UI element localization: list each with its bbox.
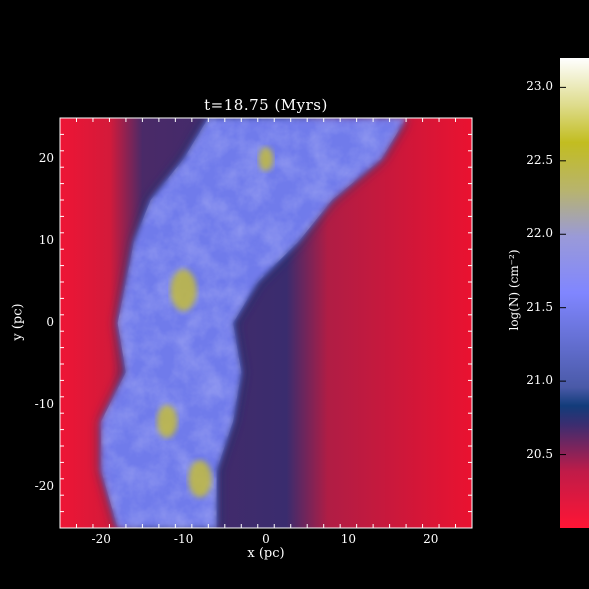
y-axis: [60, 117, 472, 529]
y-axis-label: y (pc): [10, 303, 26, 341]
colorbar-tick-label: 23.0: [526, 79, 553, 94]
density-peak: [188, 460, 212, 498]
density-peak: [170, 269, 197, 312]
y-tick-label: -20: [34, 479, 54, 493]
x-tick-label: 20: [423, 532, 439, 546]
colorbar-tick-label: 20.5: [526, 446, 553, 461]
x-axis: [59, 118, 473, 528]
x-tick-label: -10: [173, 532, 194, 546]
colorbar-tick-label: 22.5: [526, 152, 553, 167]
x-tick-label: 0: [262, 532, 270, 546]
y-tick-label: 10: [38, 233, 54, 247]
colorbar: [560, 58, 589, 528]
y-tick-label: -10: [34, 397, 54, 411]
density-peak: [156, 405, 178, 438]
x-axis-label: x (pc): [247, 546, 285, 561]
y-tick-label: 20: [38, 151, 54, 165]
plot-frame: [59, 117, 473, 529]
density-peak: [258, 147, 274, 171]
colorbar-label: log(N) (cm⁻²): [507, 249, 521, 331]
plot-title: t=18.75 (Myrs): [204, 96, 328, 114]
colorbar-tick-label: 21.0: [526, 373, 553, 388]
peak-layer: [156, 147, 274, 498]
filament-layer: [101, 118, 407, 528]
filament-texture: [101, 118, 407, 528]
x-tick-label: -20: [91, 532, 111, 546]
colorbar-ticks: [560, 86, 566, 456]
colorbar-tick-label: 22.0: [526, 226, 553, 241]
y-tick-label: 0: [46, 315, 54, 329]
x-tick-label: 10: [340, 532, 357, 546]
plot-area: [60, 118, 472, 528]
colorbar-tick-label: 21.5: [526, 299, 553, 314]
